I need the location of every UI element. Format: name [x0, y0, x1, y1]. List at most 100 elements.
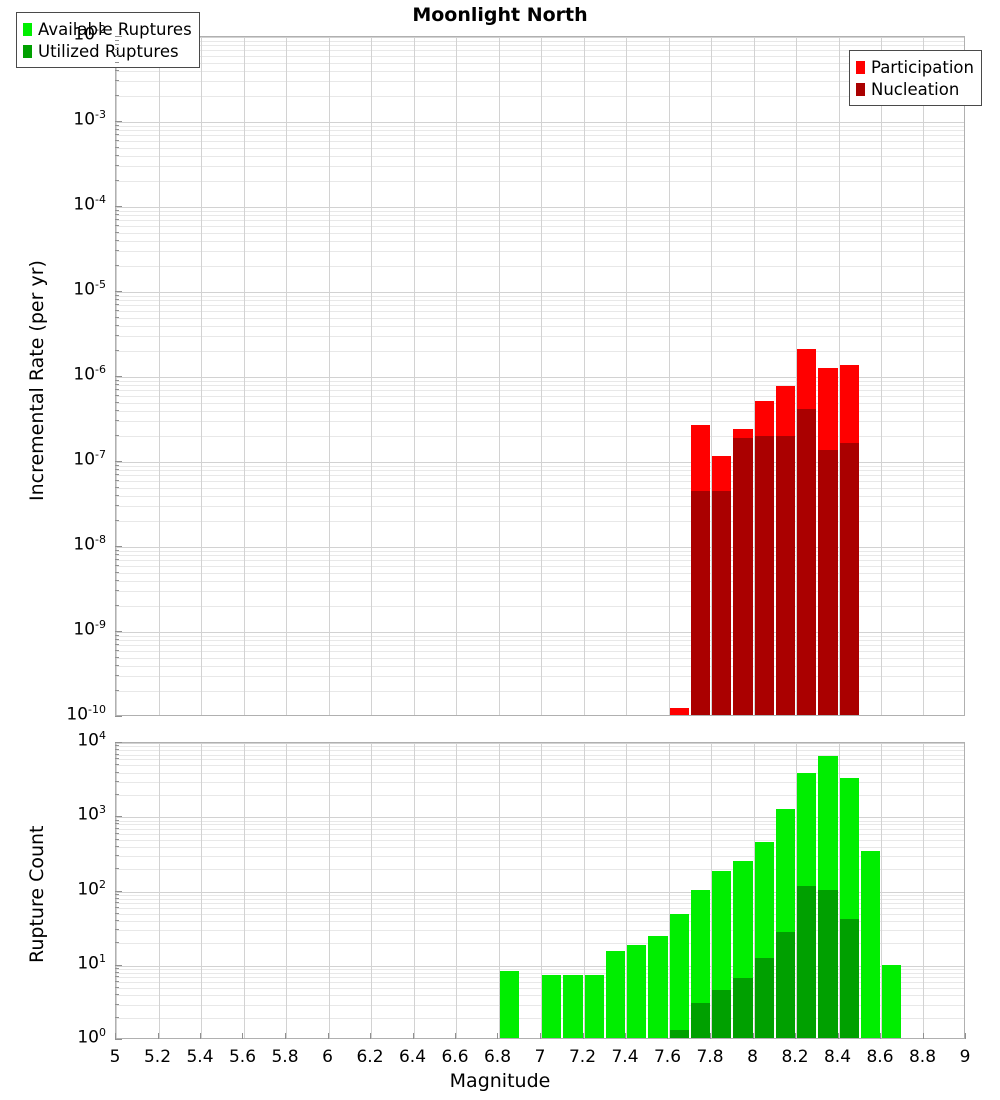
- gridline-horizontal: [116, 650, 964, 652]
- y-tick-label-top-mantissa: 10: [73, 619, 96, 640]
- y-tick-mark: [115, 1039, 122, 1040]
- gridline-horizontal: [116, 907, 964, 909]
- gridline-horizontal: [116, 300, 964, 302]
- gridline-vertical: [626, 37, 627, 715]
- y-tick-mark: [115, 972, 119, 973]
- gridline-horizontal: [116, 930, 964, 932]
- gridline-horizontal: [116, 521, 964, 523]
- gridline-horizontal: [116, 70, 964, 72]
- bar-available-ruptures: [860, 851, 880, 1038]
- gridline-horizontal: [116, 470, 964, 472]
- legend-label-utilized-ruptures: Utilized Ruptures: [38, 41, 179, 61]
- y-tick-mark: [115, 754, 119, 755]
- gridline-horizontal: [116, 921, 964, 923]
- y-tick-mark: [115, 240, 119, 241]
- gridline-vertical: [881, 37, 882, 715]
- gridline-horizontal: [116, 645, 964, 647]
- y-tick-mark: [115, 389, 119, 390]
- y-tick-mark: [115, 95, 119, 96]
- y-tick-mark: [115, 325, 119, 326]
- x-tick-mark: [413, 1033, 414, 1039]
- gridline-horizontal: [116, 817, 964, 819]
- y-tick-mark: [115, 994, 119, 995]
- gridline-horizontal: [116, 750, 964, 752]
- gridline-horizontal: [116, 988, 964, 990]
- y-tick-mark: [115, 265, 119, 266]
- y-tick-label-top: 10-5: [73, 278, 106, 300]
- y-tick-mark: [115, 310, 119, 311]
- y-tick-mark: [115, 749, 119, 750]
- x-tick-label: 5.4: [186, 1047, 214, 1067]
- gridline-horizontal: [116, 147, 964, 149]
- gridline-vertical: [796, 743, 797, 1038]
- legend-swatch-available-ruptures: [23, 22, 32, 36]
- bar-available-ruptures: [499, 970, 519, 1038]
- gridline-vertical: [159, 743, 160, 1038]
- y-tick-label-top-exponent: -10: [88, 703, 106, 716]
- gridline-horizontal: [116, 898, 964, 900]
- rupture-count-plot: [115, 742, 965, 1039]
- gridline-horizontal: [116, 215, 964, 217]
- y-tick-mark: [115, 49, 119, 50]
- x-tick-mark: [242, 1033, 243, 1039]
- bar-nucleation: [775, 436, 795, 715]
- y-tick-label-bottom-mantissa: 10: [77, 1027, 99, 1048]
- y-tick-mark: [115, 214, 119, 215]
- y-tick-label-top-mantissa: 10: [73, 109, 96, 130]
- y-tick-mark: [115, 461, 122, 462]
- bar-available-ruptures: [542, 975, 562, 1038]
- y-tick-mark: [115, 650, 119, 651]
- y-tick-mark: [115, 317, 119, 318]
- y-tick-mark: [115, 376, 122, 377]
- y-tick-mark: [115, 868, 119, 869]
- y-tick-label-bottom: 100: [77, 1026, 106, 1048]
- y-tick-mark: [115, 891, 122, 892]
- bar-utilized-ruptures: [712, 989, 732, 1038]
- legend-label-participation: Participation: [870, 57, 974, 77]
- gridline-vertical: [626, 743, 627, 1038]
- bar-utilized-ruptures: [818, 890, 838, 1038]
- x-tick-mark: [795, 1033, 796, 1039]
- x-tick-mark: [965, 1033, 966, 1039]
- gridline-horizontal: [116, 266, 964, 268]
- y-tick-mark: [115, 758, 119, 759]
- y-tick-mark: [115, 335, 119, 336]
- x-tick-label: 8.4: [823, 1047, 852, 1067]
- x-tick-mark: [285, 1033, 286, 1039]
- gridline-horizontal: [116, 37, 964, 38]
- y-tick-mark: [115, 299, 119, 300]
- y-tick-mark: [115, 225, 119, 226]
- gridline-horizontal: [116, 894, 964, 896]
- bar-utilized-ruptures: [669, 1029, 689, 1038]
- y-tick-mark: [115, 140, 119, 141]
- gridline-vertical: [881, 743, 882, 1038]
- gridline-vertical: [414, 743, 415, 1038]
- y-tick-mark: [115, 410, 119, 411]
- y-tick-label-top-exponent: -3: [95, 108, 106, 121]
- y-tick-mark: [115, 764, 119, 765]
- legend-swatch-participation: [855, 60, 865, 74]
- y-tick-mark: [115, 469, 119, 470]
- gridline-vertical: [711, 37, 712, 715]
- gridline-horizontal: [116, 122, 964, 123]
- gridline-vertical: [584, 743, 585, 1038]
- x-tick-mark: [328, 1033, 329, 1039]
- gridline-horizontal: [116, 325, 964, 327]
- x-tick-mark: [625, 1033, 626, 1039]
- gridline-horizontal: [116, 743, 964, 744]
- gridline-horizontal: [116, 480, 964, 482]
- y-tick-label-top: 10-8: [73, 533, 106, 555]
- gridline-vertical: [499, 37, 500, 715]
- y-tick-mark: [115, 902, 119, 903]
- gridline-horizontal: [116, 833, 964, 835]
- y-tick-label-top-mantissa: 10: [73, 24, 96, 45]
- gridline-horizontal: [116, 977, 964, 979]
- x-tick-mark: [158, 1033, 159, 1039]
- y-tick-mark: [115, 675, 119, 676]
- gridline-horizontal: [116, 565, 964, 567]
- gridline-horizontal: [116, 225, 964, 227]
- gridline-horizontal: [116, 560, 964, 562]
- y-tick-mark: [115, 665, 119, 666]
- y-tick-mark: [115, 129, 119, 130]
- y-tick-mark: [115, 976, 119, 977]
